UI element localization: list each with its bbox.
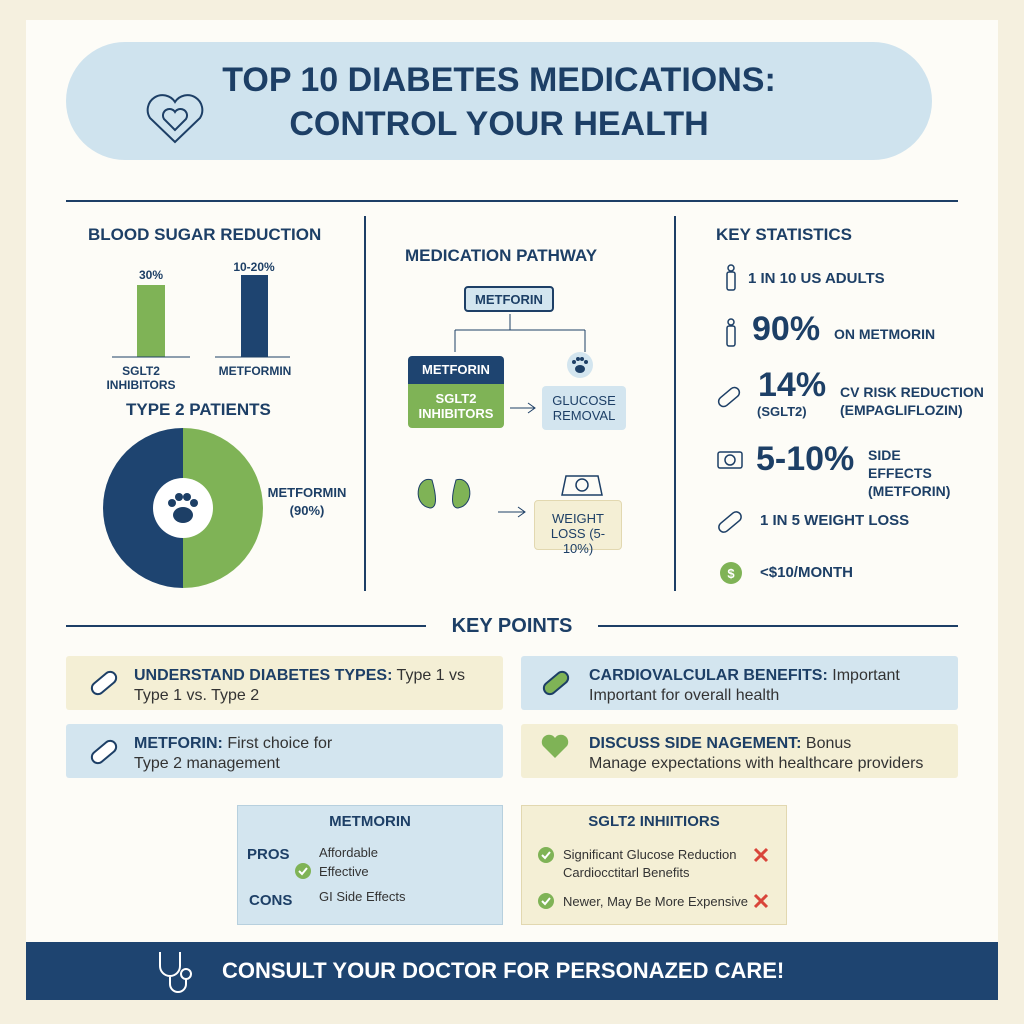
key-point-icons	[90, 670, 570, 765]
pathway-box: WEIGHT LOSS (5-10%)	[534, 500, 622, 556]
bar-label: 10-20%	[233, 260, 275, 274]
arrow	[498, 402, 536, 518]
bar	[241, 275, 268, 357]
con-item: GI Side Effects	[319, 889, 406, 904]
header-banner	[66, 42, 932, 160]
pathway-box: METFORIN	[464, 286, 554, 312]
key-point: DISCUSS SIDE NAGEMENT: Bonus Manage expec…	[521, 724, 958, 778]
key-point: UNDERSTAND DIABETES TYPES: Type 1 vs Type…	[66, 656, 503, 710]
section-title: KEY STATISTICS	[716, 225, 853, 244]
key-point-line: Type 2 management	[134, 755, 280, 772]
pie-graphic	[103, 428, 263, 588]
check-icons	[295, 847, 769, 909]
divider	[364, 216, 366, 591]
pathway-box: SGLT2 INHIBITORS	[408, 384, 504, 428]
comparison-title: SGLT2 INHIITIORS	[588, 813, 720, 830]
key-point-lead: METFORIN:	[134, 735, 223, 752]
key-point-lead: UNDERSTAND DIABETES TYPES:	[134, 667, 393, 684]
pie-slice	[103, 428, 183, 588]
key-point-line: Type 1 vs	[396, 667, 466, 684]
section-title: BLOOD SUGAR REDUCTION	[88, 225, 322, 244]
key-point-line: Important for overall health	[589, 687, 780, 704]
section-title: KEY POINTS	[451, 615, 573, 637]
key-point-line: Bonus	[805, 735, 852, 752]
key-point-line: Type 1 vs. Type 2	[134, 687, 260, 704]
title-line: TOP 10 DIABETES MEDICATIONS:	[222, 61, 776, 99]
bar	[137, 285, 165, 357]
paw-icon	[567, 352, 593, 378]
heart-icon	[146, 94, 204, 144]
scale-icon	[561, 475, 603, 496]
comparison-item: Cardiocctitarl Benefits	[563, 865, 690, 880]
bar-label: 30%	[138, 268, 164, 282]
footer-text: CONSULT YOUR DOCTOR FOR PERSONAZED CARE!	[222, 958, 785, 983]
stat-sub: (SGLT2)	[757, 404, 807, 419]
stat-icons: $	[717, 264, 743, 584]
stat-text: <$10/MONTH	[760, 564, 853, 581]
divider	[598, 625, 958, 627]
kidney-icon	[417, 479, 471, 509]
stat-text: SIDE EFFECTS (METFORIN)	[868, 447, 951, 499]
section-title: TYPE 2 PATIENTS	[126, 400, 271, 419]
key-point: CARDIOVALCULAR BENEFITS: Important Import…	[521, 656, 958, 710]
comparison-item: Significant Glucose Reduction	[563, 847, 737, 862]
divider	[66, 200, 958, 202]
svg-text:$: $	[727, 566, 735, 581]
pie-label-line: (90%)	[289, 503, 325, 518]
comparison-title: METMORIN	[329, 813, 411, 830]
pro-item: Affordable	[319, 845, 379, 860]
stat-value: 5-10%	[756, 440, 855, 478]
stat-text: ON METMORIN	[834, 326, 936, 342]
stat-text: 1 IN 5 WEIGHT LOSS	[760, 512, 910, 529]
bar-name: METFORMIN	[218, 364, 292, 378]
divider	[66, 625, 426, 627]
section-title: MEDICATION PATHWAY	[405, 246, 598, 265]
stethoscope-icon	[159, 952, 192, 993]
title-line: CONTROL YOUR HEALTH	[289, 105, 709, 143]
pros-label: PROS	[247, 846, 290, 863]
stat-value: 90%	[752, 310, 821, 348]
pathway-box: GLUCOSE REMOVAL	[542, 386, 626, 430]
stat-text: CV RISK REDUCTION (EMPAGLIFLOZIN)	[840, 384, 984, 418]
key-point-line: Important	[832, 667, 900, 684]
connector	[454, 314, 586, 352]
pathway-box: METFORIN	[408, 356, 504, 384]
bar-graphic	[112, 275, 290, 358]
stat-text: 1 IN 10 US ADULTS	[748, 270, 885, 287]
key-point-lead: DISCUSS SIDE NAGEMENT:	[589, 735, 802, 752]
key-point-line: First choice for	[227, 735, 333, 752]
pie-label-line: METFORMIN	[267, 485, 347, 500]
paw-icon	[168, 493, 198, 523]
pro-item: Effective	[319, 864, 369, 879]
title: TOP 10 DIABETES MEDICATIONS: CONTROL YOUR…	[66, 58, 932, 146]
key-point: METFORIN: First choice for Type 2 managem…	[66, 724, 503, 778]
cons-label: CONS	[249, 892, 293, 909]
key-point-line: Manage expectations with healthcare prov…	[589, 755, 924, 772]
key-point-lead: CARDIOVALCULAR BENEFITS:	[589, 667, 828, 684]
divider	[674, 216, 676, 591]
footer-bar	[26, 942, 998, 1000]
pathway-connectors	[417, 314, 603, 518]
stat-value: 14%	[758, 366, 827, 404]
comparison-card	[237, 805, 503, 925]
pie-slice	[183, 428, 263, 588]
comparison-card	[521, 805, 787, 925]
pie-label: METFORMIN (90%)	[262, 484, 352, 520]
comparison-item: Newer, May Be More Expensive	[563, 894, 748, 909]
bar-name: SGLT2 INHIBITORS	[106, 364, 176, 392]
